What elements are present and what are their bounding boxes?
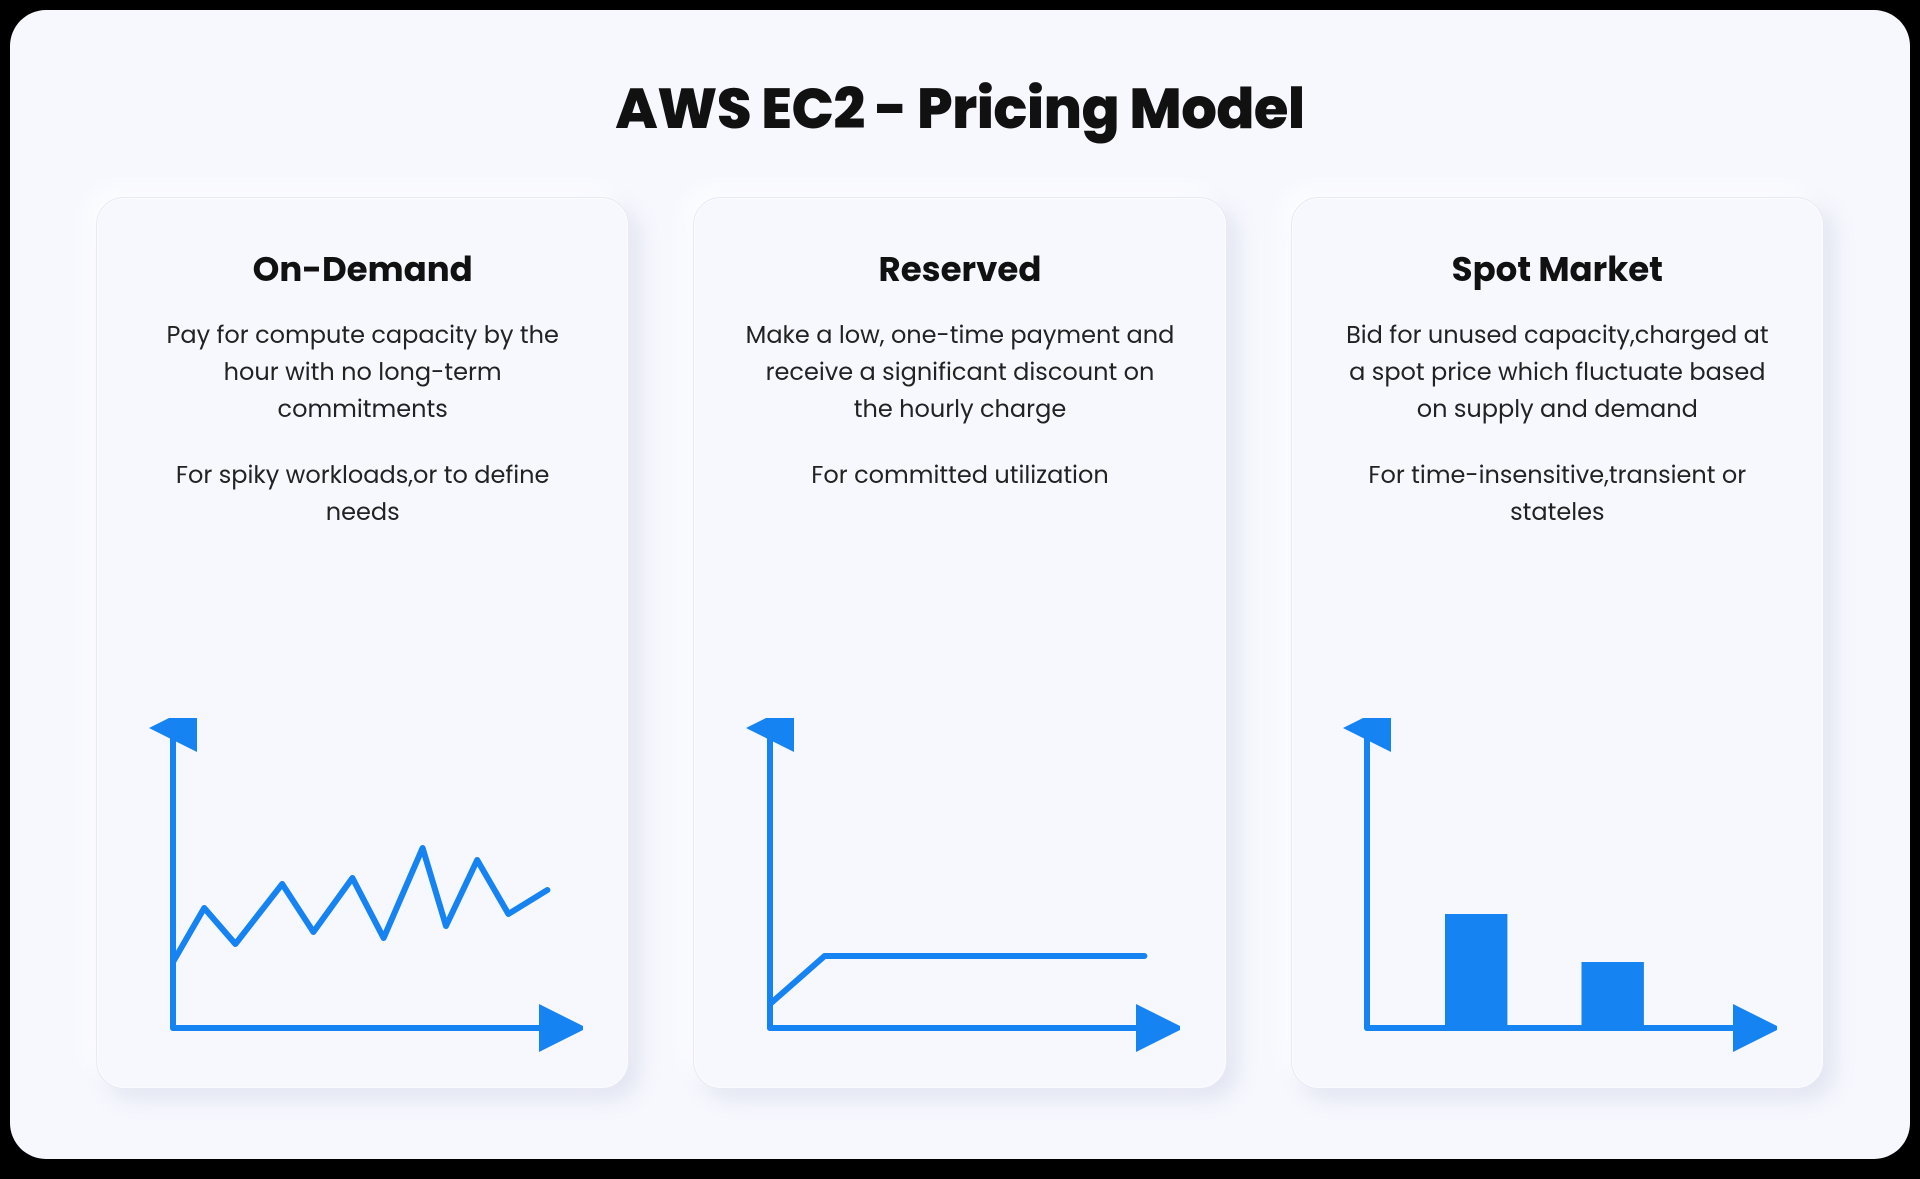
flat-line-chart-icon <box>740 718 1180 1058</box>
cards-row: On-Demand Pay for compute capacity by th… <box>96 197 1824 1089</box>
bar-chart-icon <box>1337 718 1777 1058</box>
card-title: Reserved <box>879 244 1042 295</box>
page-title: AWS EC2 - Pricing Model <box>96 66 1824 151</box>
pricing-panel: AWS EC2 - Pricing Model On-Demand Pay fo… <box>10 10 1910 1159</box>
card-desc-1: Make a low, one-time payment and receive… <box>745 317 1175 429</box>
card-desc-1: Pay for compute capacity by the hour wit… <box>148 317 578 429</box>
card-title: On-Demand <box>253 244 473 295</box>
spiky-line-chart-icon <box>143 718 583 1058</box>
card-desc-2: For time-insensitive,transient or statel… <box>1342 457 1772 531</box>
card-desc-2: For committed utilization <box>811 457 1108 494</box>
chart-spot <box>1334 718 1781 1058</box>
chart-on-demand <box>139 718 586 1058</box>
card-desc-1: Bid for unused capacity,charged at a spo… <box>1342 317 1772 429</box>
card-reserved: Reserved Make a low, one-time payment an… <box>693 197 1226 1089</box>
chart-reserved <box>736 718 1183 1058</box>
card-spot: Spot Market Bid for unused capacity,char… <box>1291 197 1824 1089</box>
card-title: Spot Market <box>1452 244 1663 295</box>
card-desc-2: For spiky workloads,or to define needs <box>148 457 578 531</box>
card-on-demand: On-Demand Pay for compute capacity by th… <box>96 197 629 1089</box>
